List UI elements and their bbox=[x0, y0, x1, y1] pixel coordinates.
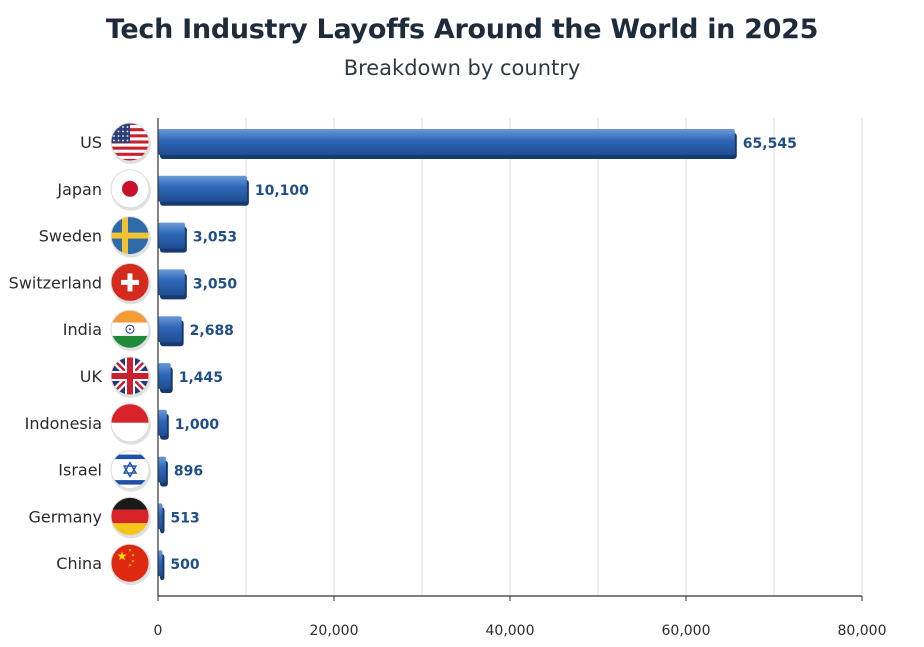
value-label: 10,100 bbox=[255, 183, 309, 199]
category-label: Germany bbox=[28, 507, 102, 526]
sweden-flag-icon bbox=[110, 216, 151, 258]
bar bbox=[158, 503, 165, 534]
bar bbox=[158, 222, 187, 253]
bar bbox=[158, 175, 249, 206]
category-label: Sweden bbox=[39, 227, 102, 246]
bar bbox=[158, 456, 168, 487]
israel-flag-icon bbox=[110, 450, 151, 492]
x-tick-label: 40,000 bbox=[486, 623, 535, 639]
value-label: 3,050 bbox=[193, 276, 238, 292]
chart-title: Tech Industry Layoffs Around the World i… bbox=[105, 14, 819, 45]
bar bbox=[158, 269, 187, 300]
category-label: India bbox=[63, 320, 102, 339]
category-label: Indonesia bbox=[25, 414, 102, 433]
china-flag-icon bbox=[110, 543, 151, 586]
bar bbox=[158, 363, 173, 393]
value-label: 500 bbox=[170, 557, 199, 573]
value-label: 3,053 bbox=[193, 230, 237, 246]
bar bbox=[158, 316, 184, 347]
uk-flag-icon bbox=[110, 356, 151, 398]
bar bbox=[158, 550, 165, 581]
category-label: China bbox=[56, 554, 102, 573]
japan-flag-icon bbox=[110, 169, 151, 211]
x-tick-label: 0 bbox=[154, 623, 163, 639]
indonesia-flag-icon bbox=[110, 403, 151, 445]
germany-flag-icon bbox=[110, 496, 151, 539]
bar bbox=[158, 129, 737, 159]
category-label: Japan bbox=[56, 180, 102, 199]
chart-subtitle: Breakdown by country bbox=[343, 56, 581, 80]
value-label: 896 bbox=[174, 464, 203, 480]
category-labels: 65,545 US 10,100 Japan 3,053 Sweden 3,050 Switz… bbox=[9, 133, 797, 573]
bars bbox=[158, 129, 737, 581]
india-flag-icon bbox=[110, 309, 151, 352]
x-axis: 0 20,000 40,000 60,000 80,000 bbox=[154, 118, 887, 639]
x-tick-label: 80,000 bbox=[838, 623, 887, 639]
bar bbox=[158, 409, 169, 440]
x-tick-label: 60,000 bbox=[662, 623, 711, 639]
value-label: 65,545 bbox=[743, 136, 797, 152]
value-label: 2,688 bbox=[190, 323, 234, 339]
category-label: Israel bbox=[58, 461, 102, 480]
switzerland-flag-icon bbox=[110, 262, 151, 305]
country-flags bbox=[110, 122, 151, 586]
value-label: 1,445 bbox=[179, 370, 223, 386]
category-label: Switzerland bbox=[9, 273, 102, 292]
value-label: 1,000 bbox=[175, 417, 220, 433]
value-label: 513 bbox=[171, 510, 200, 526]
us-flag-icon bbox=[110, 122, 151, 164]
category-label: UK bbox=[80, 367, 103, 386]
grid-lines bbox=[245, 118, 863, 596]
x-tick-label: 20,000 bbox=[310, 623, 359, 639]
category-label: US bbox=[80, 133, 102, 152]
